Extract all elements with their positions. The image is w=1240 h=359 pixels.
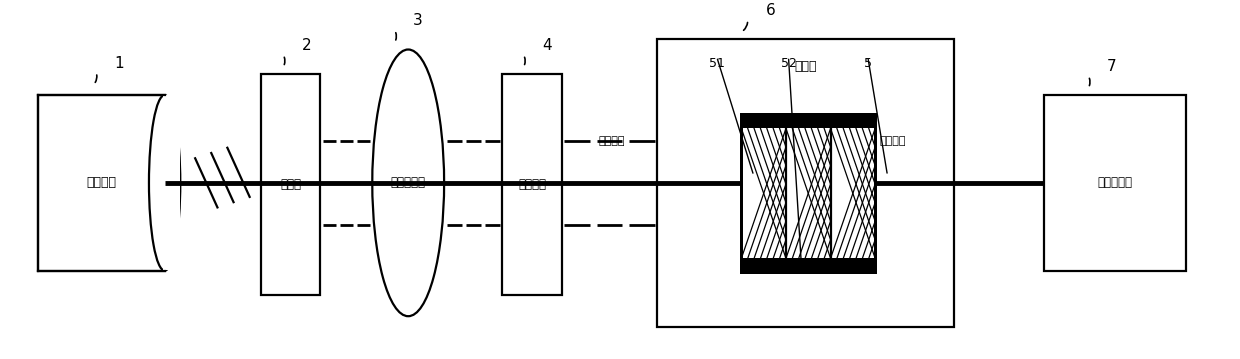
- Bar: [260, 74, 320, 295]
- Bar: [502, 74, 562, 295]
- Text: 宿带光源: 宿带光源: [87, 176, 117, 189]
- Bar: [742, 115, 875, 272]
- Text: 51: 51: [709, 56, 724, 70]
- Bar: [38, 95, 165, 271]
- Bar: [164, 95, 180, 270]
- Bar: [657, 39, 955, 327]
- Text: 3: 3: [413, 13, 423, 28]
- Text: 2: 2: [301, 38, 311, 53]
- Text: 7: 7: [1107, 59, 1116, 74]
- Bar: [1044, 95, 1185, 271]
- Text: 5: 5: [864, 56, 872, 70]
- Text: 1: 1: [114, 56, 124, 71]
- Text: 起偏器: 起偏器: [280, 178, 301, 191]
- Bar: [742, 115, 875, 272]
- Text: 6: 6: [766, 3, 776, 18]
- Text: 光纤跳线: 光纤跳线: [598, 136, 625, 146]
- Text: 偏振控制器: 偏振控制器: [391, 176, 425, 189]
- Text: 4: 4: [542, 38, 552, 53]
- Bar: [742, 258, 875, 272]
- Text: 光隔离器: 光隔离器: [518, 178, 546, 191]
- Bar: [742, 115, 875, 129]
- Text: 反应池: 反应池: [795, 60, 817, 73]
- Ellipse shape: [149, 95, 180, 271]
- Bar: [742, 115, 875, 129]
- Text: 光纤跳线: 光纤跳线: [879, 136, 905, 146]
- Text: 52: 52: [780, 56, 796, 70]
- Text: 光谱分析仪: 光谱分析仪: [1097, 176, 1132, 189]
- Bar: [742, 258, 875, 272]
- Ellipse shape: [372, 50, 444, 316]
